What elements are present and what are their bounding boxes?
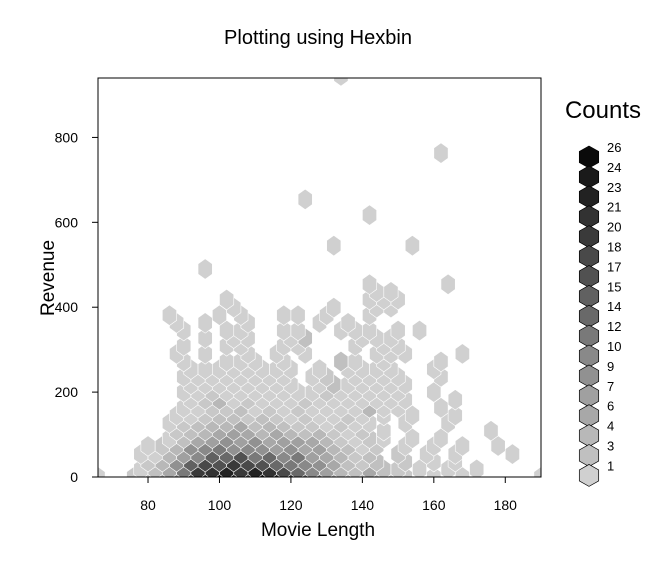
y-tick-label: 0 — [70, 469, 78, 485]
x-axis: 80 100 120 140 160 180 — [140, 477, 517, 513]
legend-hex — [578, 245, 600, 268]
legend-label: 20 — [607, 220, 621, 235]
legend-hex — [578, 284, 600, 308]
legend-label: 18 — [607, 240, 621, 255]
hex-cell — [383, 281, 399, 303]
plot-frame — [97, 77, 542, 478]
legend-label: 6 — [607, 399, 614, 414]
legend-title: Counts — [565, 97, 641, 124]
hex-cell — [197, 327, 213, 349]
x-tick-label: 160 — [422, 497, 446, 513]
legend-label: 9 — [607, 359, 614, 374]
legend-label: 14 — [607, 299, 621, 314]
hex-cell — [326, 297, 342, 319]
y-tick-label: 800 — [55, 129, 79, 145]
legend-label: 3 — [607, 439, 614, 454]
hex-cell — [290, 319, 306, 342]
hex-cell — [362, 319, 377, 342]
legend-hex — [578, 384, 600, 408]
hex-cell — [404, 235, 420, 257]
legend-label: 15 — [607, 279, 621, 294]
x-tick-label: 100 — [208, 497, 232, 513]
hex-cell — [162, 304, 177, 326]
hex-cell — [276, 304, 292, 326]
hex-cell — [433, 350, 449, 373]
legend-label: 4 — [607, 419, 614, 434]
hex-cell — [504, 443, 520, 465]
legend-hex — [578, 444, 600, 467]
legend-label: 26 — [607, 140, 621, 155]
hex-cell — [483, 420, 499, 442]
hex-cell — [197, 312, 213, 334]
legend-hex — [578, 205, 600, 229]
x-tick-label: 80 — [140, 497, 156, 513]
hex-cell — [297, 188, 313, 211]
legend-label: 24 — [607, 160, 621, 175]
hex-cell — [326, 235, 342, 257]
hex-cell — [440, 273, 456, 295]
x-axis-title: Movie Length — [261, 520, 375, 541]
y-axis: 0 200 400 600 800 — [55, 129, 98, 485]
hex-cell — [197, 258, 213, 280]
legend-label: 17 — [607, 259, 621, 274]
legend-hex — [578, 264, 600, 288]
hex-cell — [390, 319, 406, 342]
hex-cell — [98, 466, 106, 477]
legend-hex — [578, 404, 600, 428]
hex-cell — [312, 358, 327, 380]
legend-label: 7 — [607, 379, 614, 394]
legend-hex — [578, 344, 600, 368]
y-tick-label: 600 — [55, 214, 79, 230]
legend-hex — [578, 424, 600, 448]
legend-hex — [578, 463, 600, 487]
legend-label: 23 — [607, 180, 621, 195]
x-tick-label: 180 — [494, 497, 518, 513]
legend-hex — [578, 225, 600, 249]
legend-hex — [578, 165, 600, 189]
hex-cell — [454, 343, 470, 365]
x-tick-label: 120 — [279, 497, 303, 513]
chart-title: Plotting using Hexbin — [224, 27, 412, 49]
legend-hex — [578, 185, 600, 209]
legend-label: 12 — [607, 319, 621, 334]
legend-label: 10 — [607, 339, 621, 354]
x-tick-label: 140 — [351, 497, 375, 513]
y-tick-label: 400 — [55, 299, 79, 315]
hex-cell — [433, 142, 449, 164]
hex-cell — [176, 335, 192, 357]
hex-cell — [197, 343, 213, 365]
legend-label: 21 — [607, 200, 621, 215]
hex-cell — [362, 204, 377, 226]
hex-cell — [454, 435, 470, 457]
hex-cell — [340, 312, 356, 334]
hex-cell — [347, 350, 363, 373]
legend-label: 1 — [607, 458, 614, 473]
hexbin-cells — [98, 78, 541, 477]
legend-hex — [578, 364, 600, 388]
hex-cell — [362, 273, 377, 295]
legend: 26 24 23 21 20 18 17 15 14 12 10 9 7 6 4 3 1 — [578, 140, 621, 487]
y-tick-label: 200 — [55, 384, 79, 400]
hex-cell — [533, 466, 541, 477]
hex-cell — [447, 389, 463, 411]
legend-hex — [578, 304, 600, 328]
hex-cell — [219, 288, 235, 311]
legend-hex — [578, 324, 600, 348]
hex-cell — [333, 78, 349, 87]
y-axis-title: Revenue — [38, 240, 59, 316]
hex-cell — [290, 304, 306, 326]
legend-hex — [578, 145, 600, 169]
hex-cell — [412, 319, 427, 342]
hex-cell — [469, 458, 485, 477]
